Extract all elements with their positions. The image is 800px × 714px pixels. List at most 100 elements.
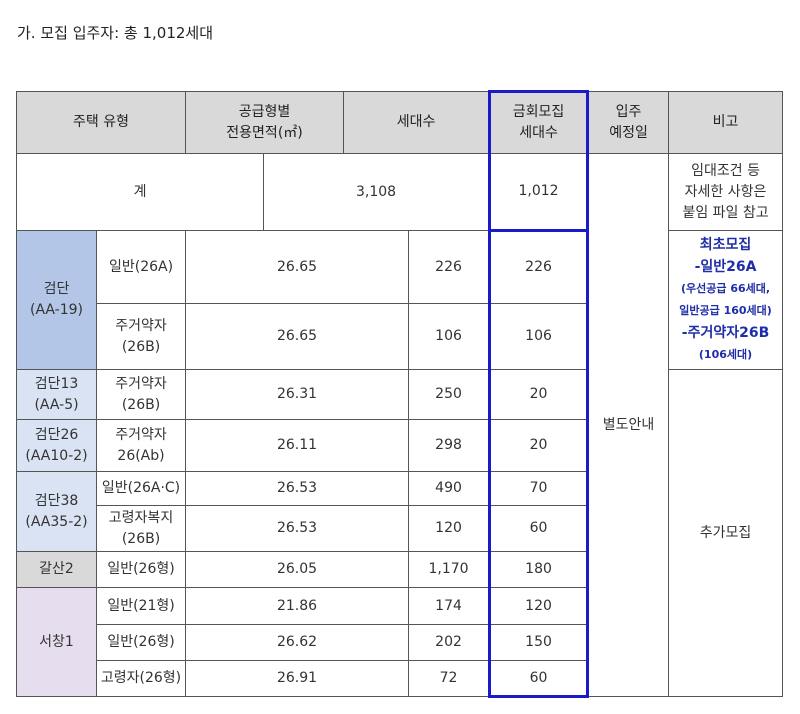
complex-code: (AA-19) (29, 302, 84, 318)
table-row: 일반(26형) 26.62 202 150 (17, 624, 783, 661)
table-row: 갈산2 일반(26형) 26.05 1,170 180 (16, 551, 783, 588)
row-type: 고령자(26형) (95, 660, 187, 697)
complex-code: (AA35-2) (25, 513, 88, 530)
complex-geomdan38: 검단38 (AA35-2) (16, 471, 97, 552)
header-housing-type: 주택 유형 (15, 91, 187, 154)
header-area-line2: 전용면적(㎡) (226, 124, 303, 141)
complex-name: 검단13 (34, 375, 79, 392)
row-recruit: 226 (488, 229, 590, 304)
move-in-date: 별도안내 (587, 153, 670, 697)
row-area: 26.53 (185, 505, 410, 552)
header-move-line2: 예정일 (609, 124, 648, 141)
row-units: 298 (408, 419, 491, 472)
row-area: 26.65 (185, 230, 410, 304)
row-units: 106 (408, 303, 491, 370)
complex-code: (AA-5) (34, 396, 79, 413)
row-area: 26.91 (185, 660, 410, 697)
note-item2-detail: (106세대) (698, 348, 753, 361)
row-recruit: 20 (488, 369, 590, 420)
row-recruit: 120 (488, 587, 590, 625)
first-recruitment-note: 최초모집 -일반26A (우선공급 66세대, 일반공급 160세대) -주거약… (668, 230, 784, 370)
row-type: 주거약자 26(Ab) (95, 419, 187, 472)
table-row: 서창1 일반(21형) 21.86 174 120 (16, 587, 783, 697)
complex-geomdan26: 검단26 (AA10-2) (16, 419, 97, 472)
row-type-line1: 주거약자 (115, 375, 167, 392)
row-recruit: 150 (488, 624, 590, 661)
complex-name: 검단 (43, 281, 70, 297)
row-type: 일반(26형) (95, 551, 187, 588)
row-recruit: 20 (488, 419, 590, 472)
row-area: 26.31 (185, 369, 410, 420)
row-units: 226 (408, 230, 491, 304)
section-heading: 가. 모집 입주자: 총 1,012세대 (17, 24, 214, 42)
row-type-line1: 고령자복지 (108, 509, 174, 526)
row-recruit: 106 (488, 303, 590, 370)
table-row: 검단 (AA-19) 일반(26A) 26.65 226 226 최초모집 -일… (16, 229, 784, 370)
header-remarks: 비고 (668, 91, 784, 154)
note-item1: -일반26A (694, 259, 757, 275)
row-type-line2: 26(Ab) (117, 447, 165, 464)
row-type-line2: (26B) (121, 338, 161, 355)
complex-geomdan: 검단 (AA-19) (16, 230, 97, 370)
table-row: 고령자(26형) 26.91 72 60 (17, 660, 783, 698)
complex-geomdan13: 검단13 (AA-5) (16, 369, 97, 420)
note-item1-detail1: (우선공급 66세대, (681, 282, 771, 295)
table-header-row: 주택 유형 공급형별 전용면적(㎡) 세대수 금회모집 세대수 입주 예정일 비… (15, 90, 784, 154)
table-row: 검단38 (AA35-2) 일반(26A·C) 26.53 490 70 (16, 471, 783, 552)
total-remark-line2: 자세한 사항은 (684, 183, 767, 200)
row-units: 72 (408, 660, 491, 697)
row-units: 250 (408, 369, 491, 420)
row-type: 일반(21형) (95, 587, 187, 625)
row-type: 일반(26A) (95, 230, 187, 304)
additional-recruitment-note: 추가모집 (668, 369, 784, 697)
row-units: 120 (408, 505, 491, 552)
complex-name: 검단38 (34, 492, 79, 509)
total-units: 3,108 (263, 153, 491, 231)
row-area: 26.62 (185, 624, 410, 661)
row-type: 일반(26형) (95, 624, 187, 661)
row-type: 고령자복지 (26B) (95, 505, 187, 552)
note-title: 최초모집 (699, 237, 752, 253)
header-move-line1: 입주 (615, 103, 642, 120)
total-remark-line1: 임대조건 등 (691, 162, 760, 179)
row-units: 174 (408, 587, 491, 625)
note-item2: -주거약자26B (681, 325, 770, 341)
row-recruit: 60 (488, 660, 590, 698)
table-row: 검단13 (AA-5) 주거약자 (26B) 26.31 250 20 추가모집 (16, 369, 784, 697)
total-row: 계 3,108 1,012 별도안내 임대조건 등 자세한 사항은 붙임 파일 … (15, 153, 784, 697)
header-area-line1: 공급형별 (238, 103, 291, 120)
header-recruit-line1: 금회모집 (512, 104, 565, 120)
complex-code: (AA10-2) (25, 447, 88, 464)
row-recruit: 70 (488, 471, 590, 506)
row-type-line1: 주거약자 (115, 426, 167, 443)
header-area: 공급형별 전용면적(㎡) (185, 91, 345, 154)
row-area: 26.11 (185, 419, 410, 472)
row-units: 1,170 (408, 551, 491, 588)
complex-name: 검단26 (34, 426, 79, 443)
row-type: 주거약자 (26B) (95, 369, 187, 420)
complex-galsan2: 갈산2 (16, 551, 97, 588)
row-area: 21.86 (185, 587, 410, 625)
recruitment-table: 주택 유형 공급형별 전용면적(㎡) 세대수 금회모집 세대수 입주 예정일 비… (15, 90, 784, 698)
row-area: 26.05 (185, 551, 410, 588)
complex-seochang1: 서창1 (16, 587, 97, 697)
table-row: 주거약자 (26B) 26.65 106 106 (17, 303, 783, 370)
note-item1-detail2: 일반공급 160세대) (679, 304, 772, 317)
total-recruit: 1,012 (488, 153, 590, 231)
header-recruit-line2: 세대수 (519, 125, 558, 141)
row-type: 일반(26A·C) (95, 471, 187, 506)
row-units: 202 (408, 624, 491, 661)
row-type: 주거약자 (26B) (95, 303, 187, 370)
row-units: 490 (408, 471, 491, 506)
row-recruit: 180 (488, 551, 590, 588)
row-type-line2: (26B) (121, 530, 161, 547)
total-remark: 임대조건 등 자세한 사항은 붙임 파일 참고 (668, 153, 784, 231)
row-type-line2: (26B) (121, 396, 161, 413)
header-recruit-units: 금회모집 세대수 (488, 90, 590, 154)
header-units: 세대수 (343, 91, 491, 154)
total-remark-line3: 붙임 파일 참고 (682, 204, 769, 221)
row-area: 26.53 (185, 471, 410, 506)
row-recruit: 60 (488, 505, 590, 552)
header-move-in: 입주 예정일 (587, 91, 670, 154)
row-area: 26.65 (185, 303, 410, 370)
